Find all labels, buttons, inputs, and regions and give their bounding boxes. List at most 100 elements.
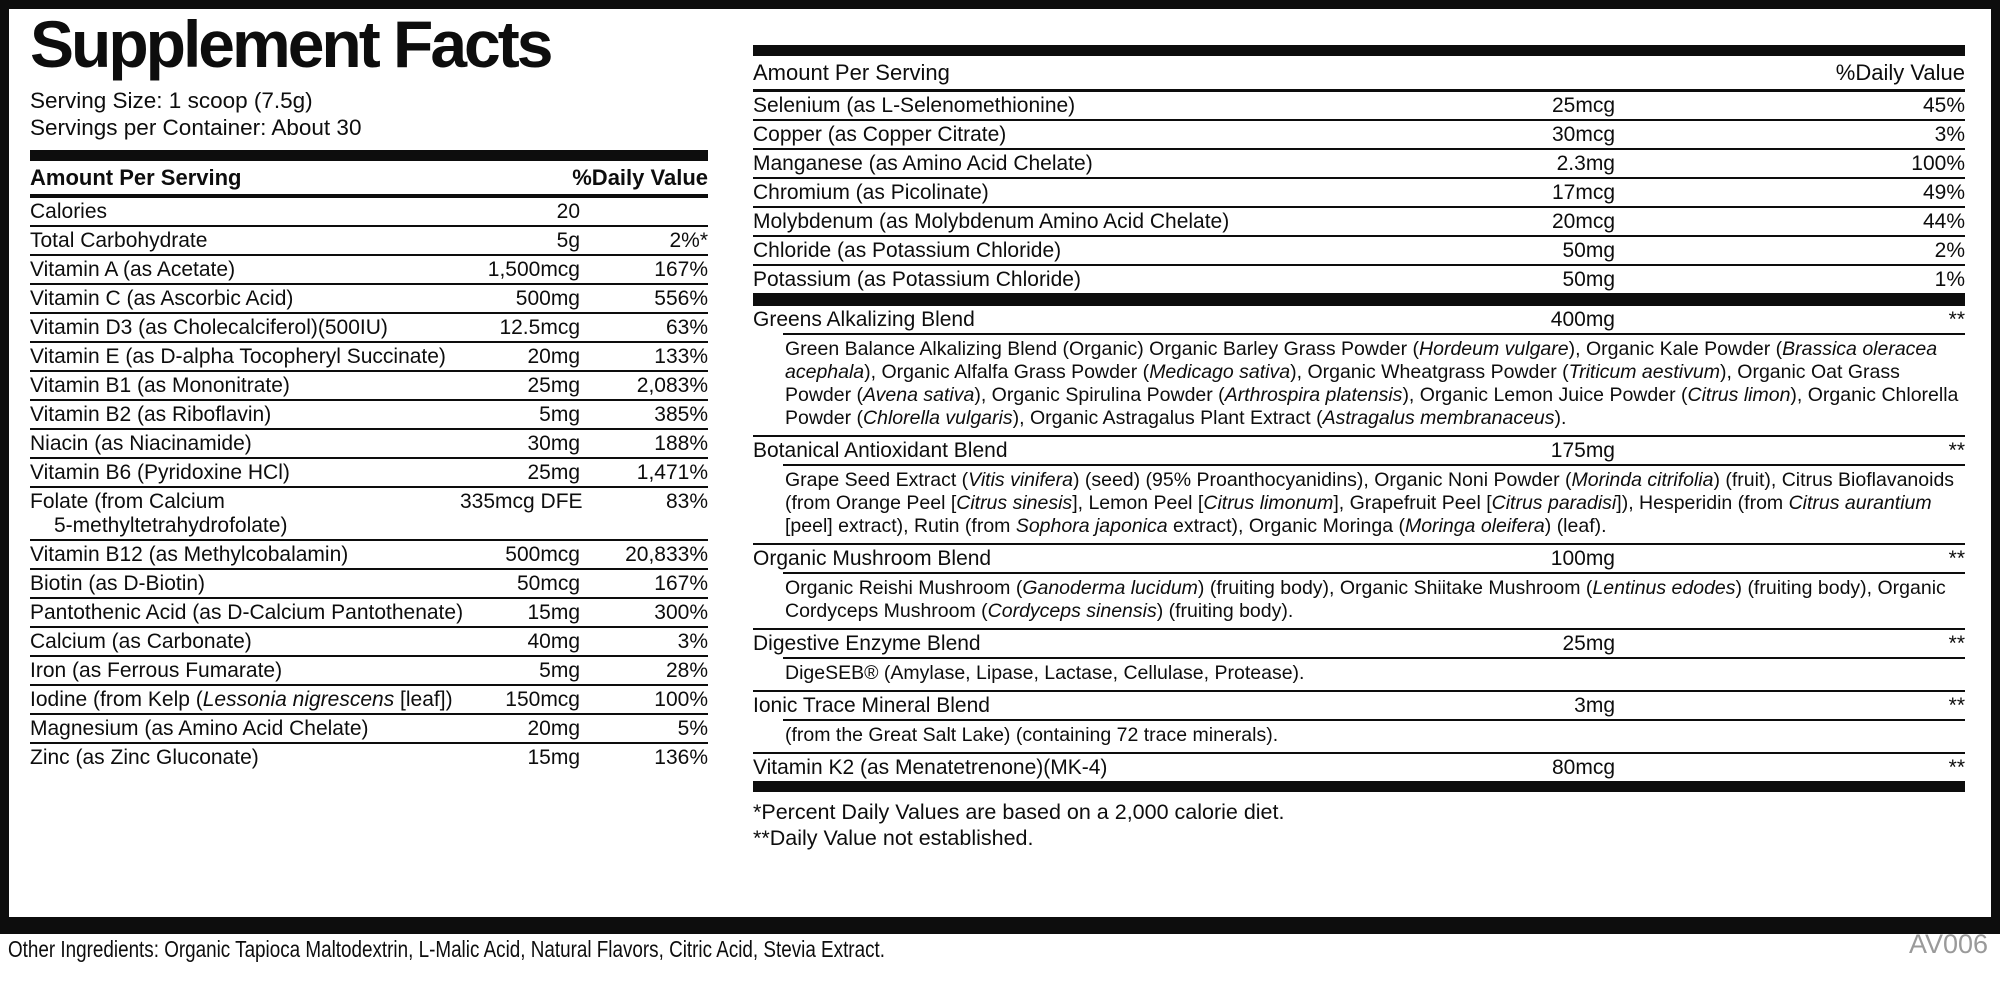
label-border-box [0, 0, 2000, 934]
table-row: Vitamin B12 (as Methylcobalamin) 500mcg 20… [30, 541, 708, 571]
row-name: Iron (as Ferrous Fumarate) [30, 659, 283, 683]
row-daily-value: 5% [677, 717, 708, 741]
row-daily-value: 2% [1934, 239, 1965, 262]
row-amount: 500mcg [505, 543, 580, 567]
row-amount: 25mcg [1551, 94, 1615, 117]
row-name: Biotin (as D-Biotin) [30, 572, 206, 596]
row-daily-value: ** [1948, 439, 1965, 462]
row-daily-value: ** [1948, 547, 1965, 570]
row-name: Vitamin B12 (as Methylcobalamin) [30, 543, 349, 567]
blend-description: Grape Seed Extract (Vitis vinifera) (see… [783, 464, 1965, 543]
table-row: Copper (as Copper Citrate) 30mcg 3% [753, 121, 1965, 150]
table-row: Vitamin D3 (as Cholecalciferol)(500IU) 12… [30, 314, 708, 344]
right-column: Amount Per Serving %Daily Value Selenium… [753, 45, 1965, 851]
row-name: Potassium (as Potassium Chloride) [753, 268, 1081, 291]
table-row: Vitamin E (as D-alpha Tocopheryl Succina… [30, 343, 708, 373]
row-amount: 175mg [1550, 439, 1615, 462]
table-row: Potassium (as Potassium Chloride) 50mg 1% [753, 266, 1965, 295]
row-amount: 40mg [527, 630, 580, 654]
row-daily-value: 136% [654, 746, 708, 770]
row-daily-value: 2,083% [636, 374, 708, 398]
table-row: Iron (as Ferrous Fumarate) 5mg 28% [30, 657, 708, 687]
row-name: Niacin (as Niacinamide) [30, 432, 252, 456]
header-daily-value: %Daily Value [1835, 60, 1965, 85]
thick-divider-bar [753, 781, 1965, 792]
row-amount: 5g [556, 229, 580, 253]
row-daily-value: 556% [654, 287, 708, 311]
other-ingredients: Other Ingredients: Organic Tapioca Malto… [8, 936, 885, 962]
row-daily-value: ** [1948, 632, 1965, 655]
row-name: Magnesium (as Amino Acid Chelate) [30, 717, 369, 741]
table-row: Calcium (as Carbonate) 40mg 3% [30, 628, 708, 658]
row-daily-value: ** [1948, 694, 1965, 717]
table-row: Total Carbohydrate 5g 2%* [30, 227, 708, 257]
row-daily-value: 1% [1934, 268, 1965, 291]
table-row: Magnesium (as Amino Acid Chelate) 20mg 5% [30, 715, 708, 745]
row-name: Vitamin C (as Ascorbic Acid) [30, 287, 294, 311]
serving-size: Serving Size: 1 scoop (7.5g) [30, 88, 313, 114]
table-row: Organic Mushroom Blend 100mg ** [753, 545, 1965, 572]
table-row: Digestive Enzyme Blend 25mg ** [753, 630, 1965, 657]
row-amount: 5mg [539, 659, 580, 683]
row-name: Chromium (as Picolinate) [753, 181, 989, 204]
blend-description: Organic Reishi Mushroom (Ganoderma lucid… [783, 572, 1965, 628]
row-name: Chloride (as Potassium Chloride) [753, 239, 1062, 262]
row-amount: 2.3mg [1556, 152, 1615, 175]
row-amount: 20mg [527, 345, 580, 369]
table-row: Botanical Antioxidant Blend 175mg ** [753, 437, 1965, 464]
row-amount: 335mcg DFE [460, 490, 583, 514]
row-name: Molybdenum (as Molybdenum Amino Acid Che… [753, 210, 1230, 233]
table-row: Niacin (as Niacinamide) 30mg 188% [30, 430, 708, 460]
row-name: Vitamin A (as Acetate) [30, 258, 236, 282]
row-amount: 50mcg [516, 572, 580, 596]
row-name: Vitamin B6 (Pyridoxine HCl) [30, 461, 290, 485]
blend-section: Ionic Trace Mineral Blend 3mg ** (from the … [753, 692, 1965, 754]
page-title: Supplement Facts [30, 7, 553, 81]
table-row: Ionic Trace Mineral Blend 3mg ** [753, 692, 1965, 719]
left-table-header: Amount Per Serving %Daily Value [30, 161, 708, 199]
row-daily-value: 45% [1922, 94, 1965, 117]
row-name: Iodine (from Kelp (Lessonia nigrescens [… [30, 688, 453, 712]
table-row: Vitamin B1 (as Mononitrate) 25mg 2,083% [30, 372, 708, 402]
row-daily-value: ** [1948, 308, 1965, 331]
row-daily-value: 2%* [669, 229, 708, 253]
row-amount: 25mg [527, 461, 580, 485]
row-amount: 20mcg [1551, 210, 1615, 233]
row-amount: 100mg [1550, 547, 1615, 570]
row-name: Copper (as Copper Citrate) [753, 123, 1007, 146]
row-name: Ionic Trace Mineral Blend [753, 694, 990, 717]
row-name: Vitamin D3 (as Cholecalciferol)(500IU) [30, 316, 388, 340]
row-amount: 20 [556, 200, 580, 224]
left-column: Supplement Facts Serving Size: 1 scoop (… [30, 7, 708, 771]
row-daily-value: 133% [654, 345, 708, 369]
row-daily-value: 100% [654, 688, 708, 712]
row-daily-value: 167% [654, 258, 708, 282]
row-daily-value: 1,471% [636, 461, 708, 485]
table-row: Chromium (as Picolinate) 17mcg 49% [753, 179, 1965, 208]
table-row: Greens Alkalizing Blend 400mg ** [753, 306, 1965, 333]
row-daily-value: 100% [1911, 152, 1965, 175]
row-name: Vitamin E (as D-alpha Tocopheryl Succina… [30, 345, 446, 369]
row-name: Botanical Antioxidant Blend [753, 439, 1008, 462]
blend-section: Botanical Antioxidant Blend 175mg ** Grape … [753, 437, 1965, 545]
table-row: Biotin (as D-Biotin) 50mcg 167% [30, 570, 708, 600]
header-daily-value: %Daily Value [572, 165, 708, 191]
row-name: Manganese (as Amino Acid Chelate) [753, 152, 1093, 175]
blend-section: Greens Alkalizing Blend 400mg ** Green Bala… [753, 306, 1965, 437]
row-amount: 5mg [539, 403, 580, 427]
row-amount: 50mg [1562, 239, 1615, 262]
table-row: Vitamin B6 (Pyridoxine HCl) 25mg 1,471% [30, 459, 708, 489]
row-amount: 12.5mcg [499, 316, 580, 340]
row-name: Vitamin B1 (as Mononitrate) [30, 374, 290, 398]
product-code: AV006 [1908, 929, 1988, 959]
row-daily-value: 44% [1922, 210, 1965, 233]
blend-description: (from the Great Salt Lake) (containing 7… [783, 719, 1965, 752]
table-row: Manganese (as Amino Acid Chelate) 2.3mg 10… [753, 150, 1965, 179]
table-row: Pantothenic Acid (as D-Calcium Pantothen… [30, 599, 708, 629]
row-daily-value: 3% [1934, 123, 1965, 146]
table-row: Zinc (as Zinc Gluconate) 15mg 136% [30, 744, 708, 771]
right-table-header: Amount Per Serving %Daily Value [753, 56, 1965, 92]
row-amount: 25mg [1562, 632, 1615, 655]
row-amount: 17mcg [1551, 181, 1615, 204]
